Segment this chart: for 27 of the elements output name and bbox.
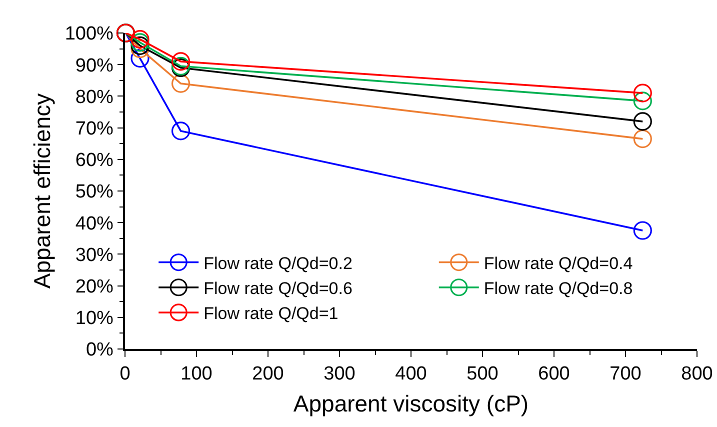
x-tick-label: 0 bbox=[120, 364, 130, 385]
y-tick-label: 50% bbox=[75, 182, 114, 203]
y-tick-label: 40% bbox=[75, 213, 114, 234]
legend-label: Flow rate Q/Qd=0.6 bbox=[204, 279, 352, 298]
legend-label: Flow rate Q/Qd=1 bbox=[204, 304, 338, 324]
y-tick-label: 0% bbox=[86, 340, 114, 361]
x-tick-label: 800 bbox=[681, 364, 713, 385]
x-tick-label: 600 bbox=[538, 364, 570, 385]
y-tick-label: 30% bbox=[75, 244, 114, 266]
x-axis-title: Apparent viscosity (cP) bbox=[293, 390, 529, 417]
x-tick-label: 100 bbox=[180, 364, 212, 385]
x-tick-label: 200 bbox=[252, 364, 284, 385]
x-tick-label: 400 bbox=[395, 364, 427, 385]
y-tick-label: 10% bbox=[75, 308, 114, 330]
y-tick-label: 80% bbox=[75, 86, 114, 108]
y-axis-title: Apparent efficiency bbox=[28, 92, 55, 289]
y-tick-label: 90% bbox=[75, 55, 114, 76]
y-tick-label: 70% bbox=[75, 118, 114, 140]
y-tick-label: 60% bbox=[75, 150, 114, 172]
x-tick-label: 500 bbox=[466, 364, 498, 385]
x-tick-label: 700 bbox=[610, 364, 642, 385]
legend-label: Flow rate Q/Qd=0.8 bbox=[484, 279, 633, 298]
legend-label: Flow rate Q/Qd=0.2 bbox=[204, 254, 352, 273]
y-tick-label: 20% bbox=[75, 276, 114, 298]
x-tick-label: 300 bbox=[324, 364, 356, 385]
legend-label: Flow rate Q/Qd=0.4 bbox=[484, 254, 633, 273]
y-tick-label: 100% bbox=[64, 24, 114, 45]
